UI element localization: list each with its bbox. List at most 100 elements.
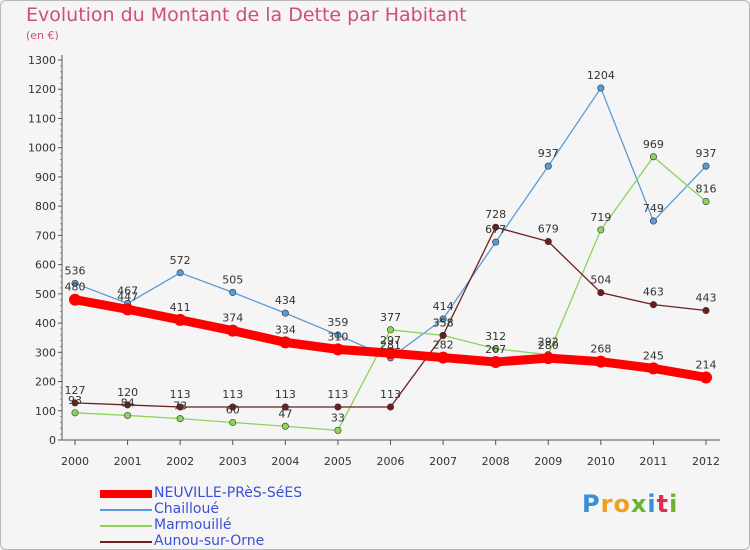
- legend-label: Chailloué: [154, 501, 219, 517]
- data-point: [437, 351, 450, 364]
- proxiti-logo: Proxiti: [582, 490, 678, 518]
- data-label: 214: [696, 358, 717, 371]
- x-tick-label: 2009: [534, 455, 562, 468]
- data-label: 467: [117, 284, 138, 297]
- logo-letter: r: [600, 490, 614, 518]
- data-point: [334, 331, 342, 339]
- data-point: [229, 403, 237, 411]
- data-point: [544, 162, 552, 170]
- data-label: 504: [590, 274, 611, 287]
- data-label: 447: [117, 290, 138, 303]
- data-point: [597, 289, 605, 297]
- data-point: [176, 269, 184, 277]
- data-label: 719: [590, 211, 611, 224]
- data-point: [174, 313, 187, 326]
- data-point: [281, 422, 289, 430]
- y-tick-label: 0: [49, 434, 56, 447]
- series-3: [71, 223, 710, 411]
- data-label: 47: [278, 407, 292, 420]
- data-point: [176, 415, 184, 423]
- data-point: [334, 426, 342, 434]
- logo-letter: x: [630, 490, 648, 518]
- data-label: 267: [485, 343, 506, 356]
- data-point: [386, 326, 394, 334]
- data-label: 310: [327, 330, 348, 343]
- legend-swatch: [100, 525, 152, 527]
- data-label: 749: [643, 202, 664, 215]
- logo-letter: o: [613, 490, 631, 518]
- data-label: 120: [117, 386, 138, 399]
- y-tick-label: 900: [35, 171, 56, 184]
- y-tick-label: 100: [35, 405, 56, 418]
- data-point: [226, 324, 239, 337]
- y-tick-label: 1000: [28, 142, 56, 155]
- data-label: 358: [433, 316, 454, 329]
- x-tick-label: 2001: [114, 455, 142, 468]
- logo-letter: t: [656, 490, 670, 518]
- x-tick-label: 2000: [61, 455, 89, 468]
- data-point: [700, 371, 712, 384]
- y-tick-label: 1200: [28, 83, 56, 96]
- data-label: 816: [696, 182, 717, 195]
- data-label: 536: [65, 264, 86, 277]
- data-point: [702, 197, 710, 205]
- data-label: 73: [173, 400, 187, 413]
- y-tick-label: 400: [35, 317, 56, 330]
- data-point: [121, 303, 134, 316]
- data-label: 297: [380, 334, 401, 347]
- logo-letter: P: [582, 490, 601, 518]
- data-label: 127: [65, 384, 86, 397]
- data-label: 677: [485, 223, 506, 236]
- data-label: 443: [696, 292, 717, 305]
- legend-swatch: [100, 509, 152, 511]
- data-label: 358: [433, 316, 454, 329]
- y-tick-label: 600: [35, 259, 56, 272]
- data-label: 411: [170, 301, 191, 314]
- data-label: 679: [538, 223, 559, 236]
- data-point: [649, 301, 657, 309]
- data-point: [71, 409, 79, 417]
- data-point: [229, 418, 237, 426]
- y-tick-label: 800: [35, 200, 56, 213]
- data-label: 480: [65, 281, 86, 294]
- legend-swatch: [100, 490, 152, 498]
- data-point: [702, 307, 710, 315]
- data-label: 728: [485, 208, 506, 221]
- chart-title: Evolution du Montant de la Dette par Hab…: [26, 4, 467, 26]
- data-point: [594, 355, 607, 368]
- data-point: [492, 238, 500, 246]
- data-point: [69, 293, 81, 306]
- data-label: 1204: [587, 69, 615, 82]
- data-point: [71, 279, 79, 287]
- legend-label: NEUVILLE-PRèS-SéES: [154, 485, 303, 501]
- data-point: [597, 226, 605, 234]
- data-point: [542, 352, 555, 365]
- data-point: [124, 411, 132, 419]
- chart-subtitle: (en €): [26, 29, 59, 42]
- data-point: [492, 223, 500, 231]
- data-label: 463: [643, 286, 664, 299]
- x-tick-label: 2010: [587, 455, 615, 468]
- data-label: 334: [275, 323, 296, 336]
- data-label: 113: [275, 388, 296, 401]
- series-2: [71, 153, 710, 434]
- data-point: [492, 345, 500, 353]
- data-label: 377: [380, 311, 401, 324]
- logo-letter: i: [647, 490, 657, 518]
- data-point: [489, 355, 502, 368]
- legend-label: Aunou-sur-Orne: [154, 533, 265, 549]
- x-tick-label: 2011: [639, 455, 667, 468]
- data-point: [439, 315, 447, 323]
- data-label: 572: [170, 254, 191, 267]
- data-point: [597, 84, 605, 92]
- data-point: [649, 153, 657, 161]
- data-label: 113: [170, 388, 191, 401]
- data-labels: 5364675725054343592814146779371204749937…: [65, 69, 717, 424]
- data-point: [229, 288, 237, 296]
- data-point: [386, 403, 394, 411]
- data-point: [544, 238, 552, 246]
- logo-letter: i: [669, 490, 679, 518]
- data-label: 434: [275, 294, 296, 307]
